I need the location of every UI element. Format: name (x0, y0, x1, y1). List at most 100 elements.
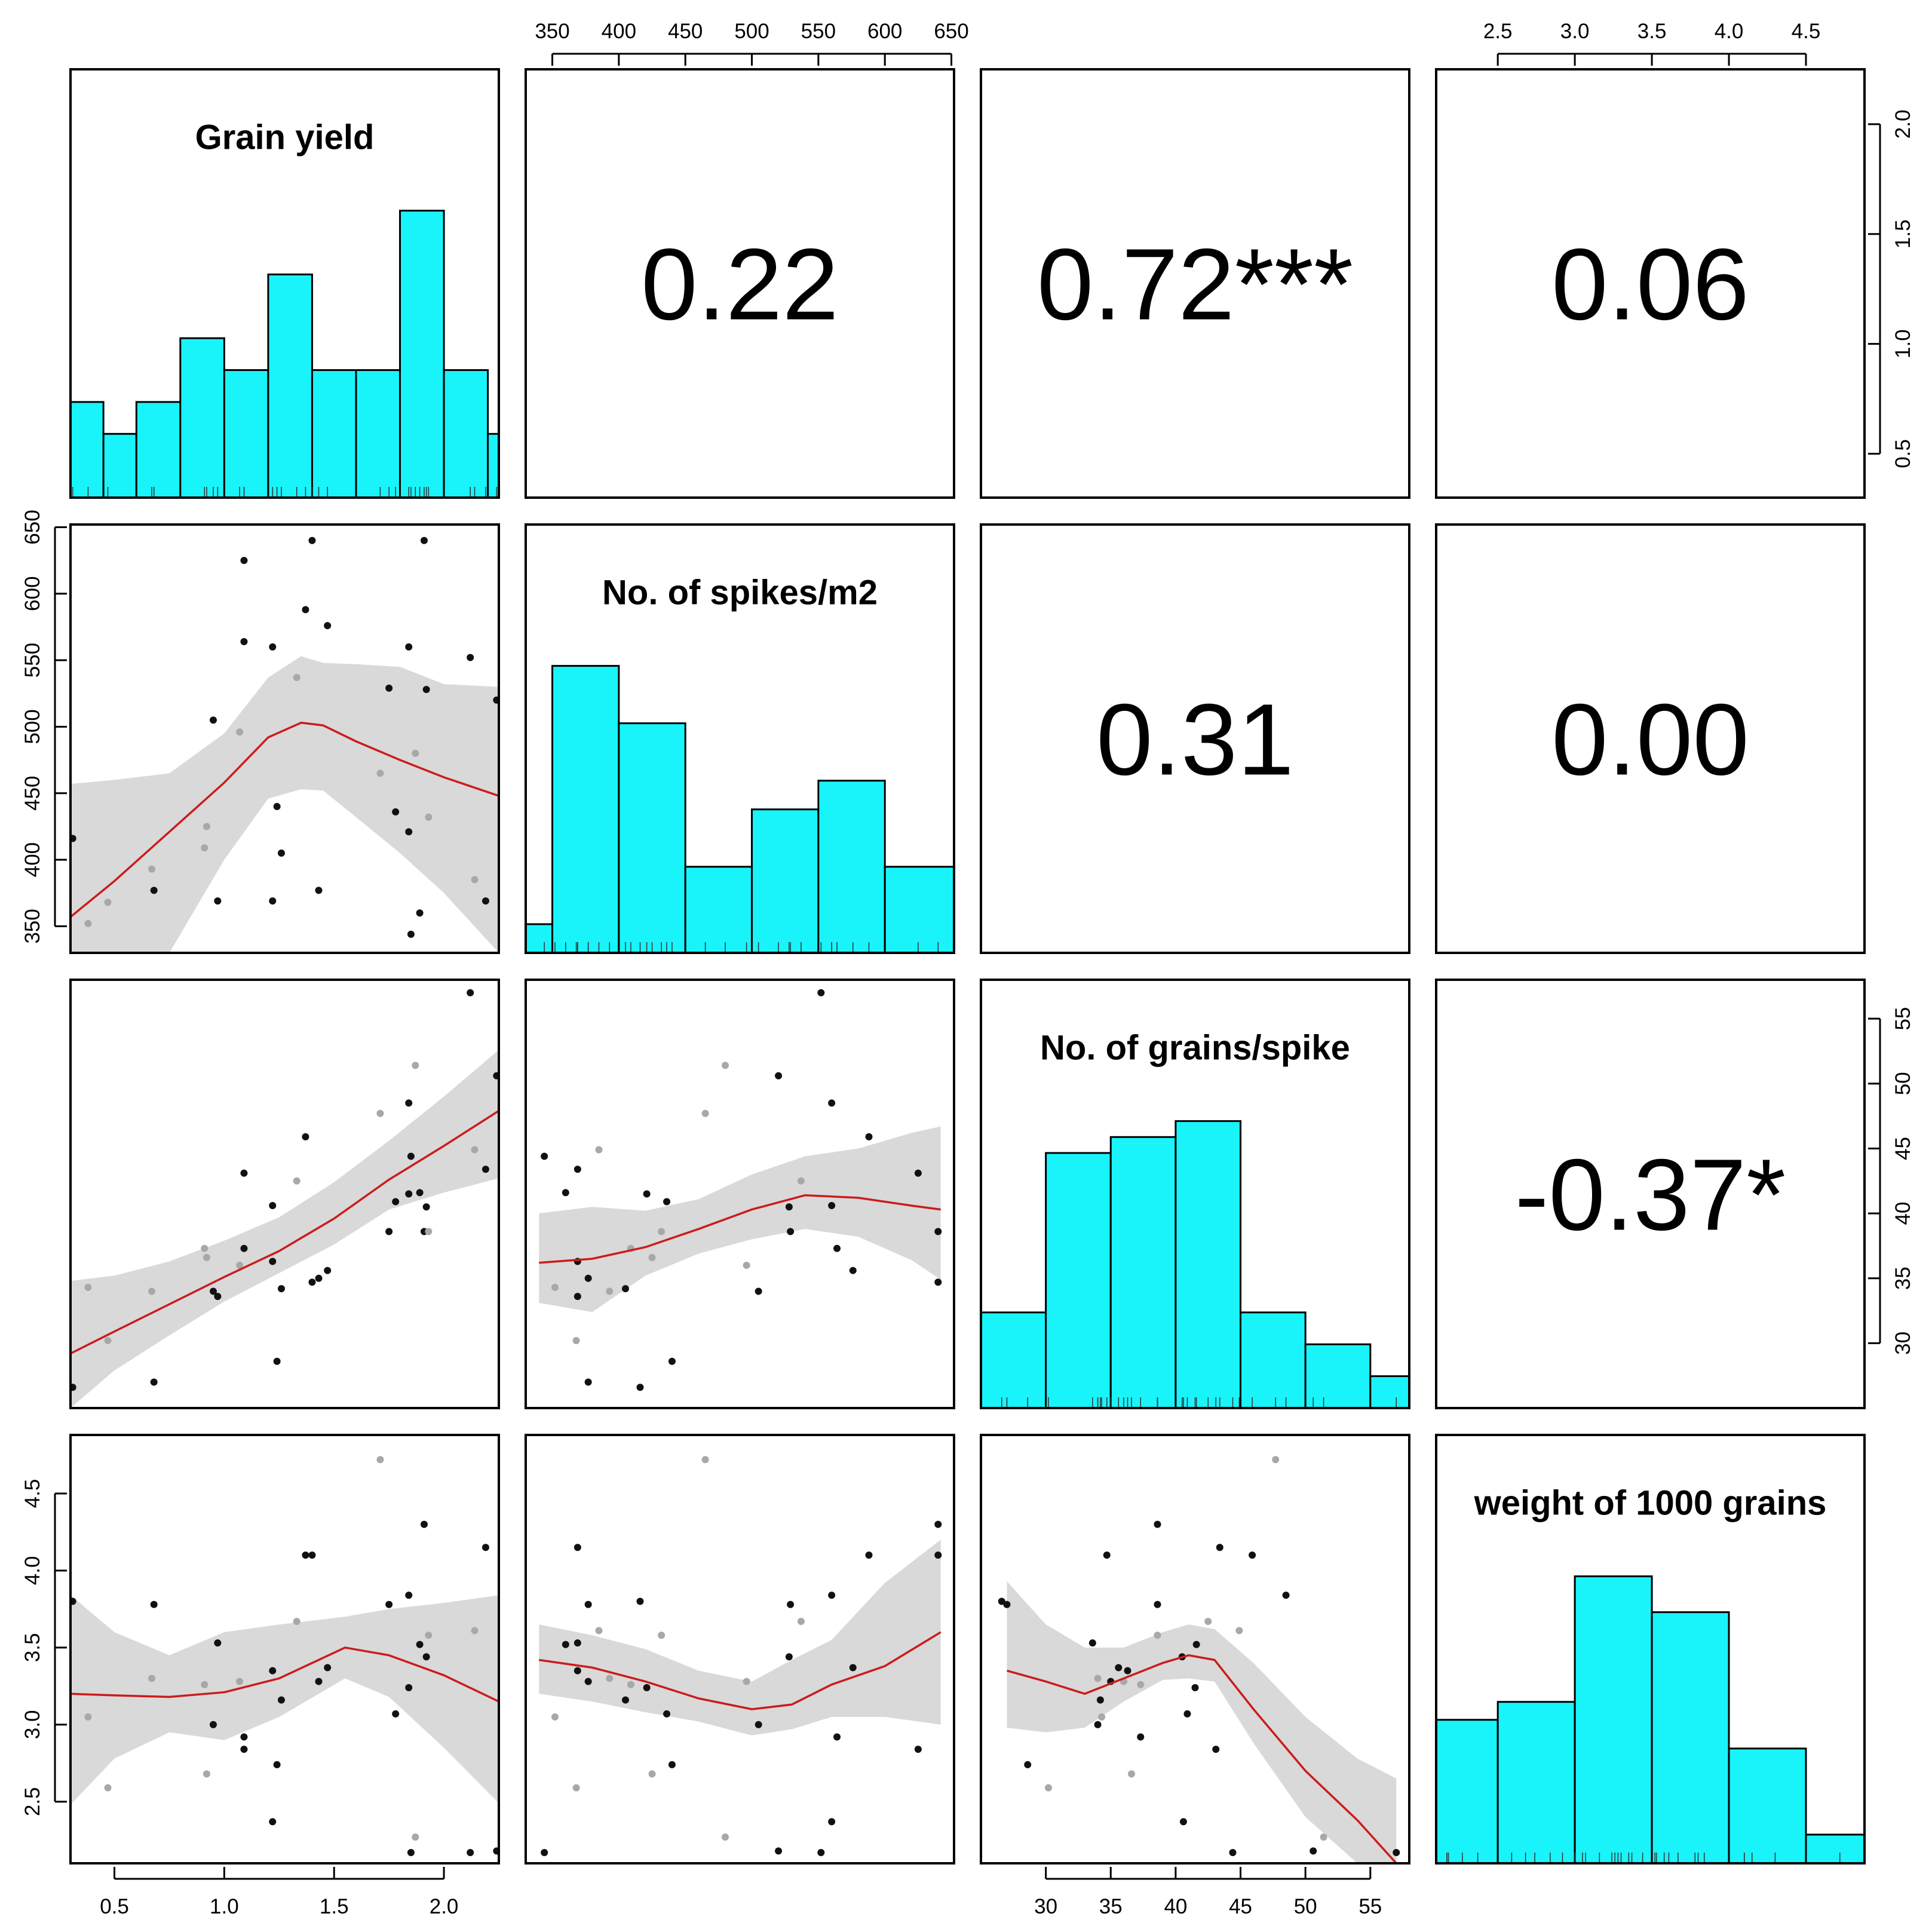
data-point (541, 1152, 548, 1160)
histogram-bar (618, 722, 686, 953)
tick-label: 1.0 (1891, 329, 1915, 358)
data-point (817, 989, 825, 996)
histogram-bar (135, 401, 182, 498)
histogram-bar (487, 433, 499, 498)
data-point (104, 1784, 112, 1792)
fit-line-group (70, 1646, 499, 1703)
data-point (828, 1099, 836, 1107)
confidence-band (70, 656, 499, 953)
data-point (1088, 1639, 1096, 1647)
tick-label: 1.5 (320, 1895, 349, 1918)
data-point (214, 1293, 222, 1301)
tick-label: 0.5 (1891, 439, 1915, 468)
data-point (849, 1266, 857, 1274)
data-point (636, 1597, 644, 1605)
scatter-3-0 (70, 1456, 499, 1856)
data-point (785, 1653, 793, 1661)
fit-line-group (539, 1631, 942, 1710)
data-point (425, 1228, 433, 1235)
data-point (407, 1152, 415, 1160)
tick-label: 40 (1891, 1202, 1915, 1225)
data-point (658, 1228, 666, 1235)
fit-line-group (1007, 1654, 1397, 1863)
histogram-bar (102, 433, 137, 498)
data-point (203, 1253, 210, 1261)
data-point (269, 1818, 277, 1826)
data-point (595, 1146, 603, 1154)
data-point (1094, 1675, 1102, 1682)
histogram-3 (1436, 1575, 1864, 1863)
data-point (797, 1177, 805, 1185)
histogram-bar (1496, 1701, 1576, 1863)
data-point (574, 1544, 581, 1551)
data-point (574, 1667, 581, 1675)
data-point (828, 1202, 836, 1210)
data-point (1229, 1848, 1237, 1856)
data-point (148, 1675, 156, 1682)
data-point (269, 1202, 277, 1210)
tick-label: 3.0 (1560, 20, 1590, 43)
histogram-bar (1436, 1719, 1499, 1863)
data-point (1179, 1818, 1187, 1826)
fit-line-group (70, 722, 499, 918)
scatter-1-0 (70, 536, 499, 938)
tick-label: 1.0 (210, 1895, 239, 1918)
data-point (1192, 1640, 1200, 1648)
data-point (376, 769, 384, 777)
data-point (1098, 1713, 1106, 1721)
data-point (562, 1640, 569, 1648)
data-point (865, 1551, 873, 1559)
tick-label: 50 (1294, 1895, 1317, 1918)
data-point (150, 1378, 158, 1386)
panel-frame (525, 1434, 955, 1864)
data-point (376, 1109, 384, 1117)
fit-line-group (539, 1194, 941, 1264)
data-point (1154, 1600, 1161, 1608)
data-point (722, 1833, 729, 1841)
data-point (663, 1710, 671, 1718)
data-point (471, 1627, 479, 1634)
data-point (775, 1847, 783, 1855)
tick-label: 400 (21, 842, 44, 877)
confidence-band (539, 1540, 941, 1735)
data-point (493, 1072, 499, 1080)
data-point (150, 887, 158, 894)
data-point (1115, 1664, 1123, 1672)
correlation-value: 0.31 (1096, 683, 1294, 797)
data-point (201, 1244, 208, 1252)
histogram-bar (399, 210, 445, 498)
data-point (643, 1683, 651, 1691)
data-point (551, 1713, 559, 1721)
data-point (324, 622, 332, 630)
data-point (1310, 1847, 1317, 1855)
data-point (636, 1384, 644, 1391)
histogram-bar (1574, 1575, 1653, 1863)
data-point (471, 1146, 479, 1154)
data-point (293, 1618, 300, 1626)
data-point (1235, 1627, 1243, 1634)
tick-label: 1.5 (1891, 219, 1915, 249)
data-point (467, 654, 474, 661)
panel-frame (525, 523, 955, 954)
data-point (407, 1848, 415, 1856)
data-point (412, 1833, 419, 1841)
data-point (1137, 1733, 1145, 1741)
data-point (420, 536, 428, 544)
data-point (315, 887, 323, 894)
tick-label: 2.0 (1891, 110, 1915, 139)
data-point (622, 1285, 630, 1293)
data-point (392, 808, 400, 815)
data-point (405, 828, 413, 836)
data-point (422, 686, 430, 694)
data-point (148, 1287, 156, 1295)
tick-label: 30 (1891, 1332, 1915, 1355)
tick-label: 500 (21, 709, 44, 744)
fit-group-3-1 (539, 1540, 941, 1735)
tick-label: 35 (1099, 1895, 1123, 1918)
tick-label: 600 (21, 576, 44, 611)
data-point (405, 643, 413, 651)
panel-frame (69, 979, 500, 1409)
data-point (1393, 1848, 1400, 1856)
data-point (755, 1287, 762, 1295)
